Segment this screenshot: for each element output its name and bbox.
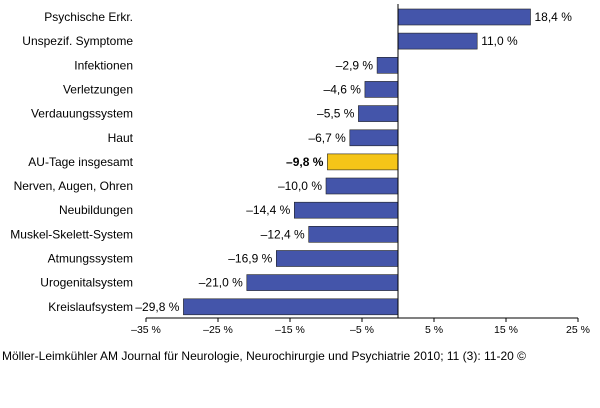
bar-unspezif-symptome bbox=[397, 32, 478, 50]
bar-infektionen bbox=[376, 56, 399, 74]
value-label-psychische-erkr: 18,4 % bbox=[535, 10, 573, 24]
category-label-neubildungen: Neubildungen bbox=[59, 203, 133, 217]
x-tick-label: 15 % bbox=[494, 324, 518, 336]
category-label-psychische-erkr: Psychische Erkr. bbox=[44, 10, 133, 24]
bar-atmungssystem bbox=[275, 250, 399, 267]
category-label-infektionen: Infektionen bbox=[74, 58, 133, 72]
category-label-urogenitalsystem: Urogenitalsystem bbox=[40, 276, 133, 290]
x-tick-label: 5 % bbox=[425, 324, 443, 336]
category-label-verdauungssystem: Verdauungssystem bbox=[31, 107, 133, 121]
value-label-haut: –6,7 % bbox=[308, 131, 346, 145]
value-label-verdauungssystem: –5,5 % bbox=[317, 107, 355, 121]
category-label-nerven-augen-ohren: Nerven, Augen, Ohren bbox=[14, 179, 133, 193]
labels-layer: Psychische Erkr. 18,4 % Unspezif. Symptome… bbox=[10, 10, 572, 314]
value-label-au-tage-insgesamt: –9,8 % bbox=[286, 155, 324, 169]
category-label-verletzungen: Verletzungen bbox=[63, 82, 133, 96]
category-label-au-tage-insgesamt: AU-Tage insgesamt bbox=[28, 155, 133, 169]
category-label-unspezif-symptome: Unspezif. Symptome bbox=[22, 34, 133, 48]
bar-nerven-augen-ohren bbox=[325, 177, 399, 195]
value-label-muskel-skelett-system: –12,4 % bbox=[261, 227, 305, 241]
category-label-kreislaufsystem: Kreislaufsystem bbox=[48, 300, 133, 314]
source-citation: Möller-Leimkühler AM Journal für Neurolo… bbox=[2, 349, 526, 363]
category-label-muskel-skelett-system: Muskel-Skelett-System bbox=[10, 227, 133, 241]
bar-verdauungssystem bbox=[358, 105, 399, 122]
category-label-atmungssystem: Atmungssystem bbox=[48, 252, 133, 266]
value-label-neubildungen: –14,4 % bbox=[246, 203, 290, 217]
x-axis: –35 % –25 % –15 % –5 % 5 % 15 % 25 % bbox=[131, 4, 590, 336]
value-label-nerven-augen-ohren: –10,0 % bbox=[278, 179, 322, 193]
x-tick-label: –5 % bbox=[350, 324, 374, 336]
bar-psychische-erkr bbox=[397, 8, 531, 26]
bar-au-tage-insgesamt bbox=[327, 153, 399, 171]
value-label-atmungssystem: –16,9 % bbox=[228, 252, 272, 266]
value-label-kreislaufsystem: –29,8 % bbox=[135, 300, 179, 314]
value-label-unspezif-symptome: 11,0 % bbox=[481, 34, 518, 48]
value-label-urogenitalsystem: –21,0 % bbox=[199, 276, 243, 290]
value-label-verletzungen: –4,6 % bbox=[324, 82, 362, 96]
x-tick-label: –25 % bbox=[203, 324, 233, 336]
bar-verletzungen bbox=[364, 81, 399, 98]
x-tick-label: –35 % bbox=[131, 324, 161, 336]
x-tick-label: 25 % bbox=[566, 324, 590, 336]
x-tick-label: –15 % bbox=[275, 324, 305, 336]
bar-muskel-skelett-system bbox=[308, 226, 399, 243]
value-label-infektionen: –2,9 % bbox=[336, 58, 374, 72]
bar-urogenitalsystem bbox=[246, 274, 399, 291]
bars-layer bbox=[183, 8, 531, 316]
bar-neubildungen bbox=[293, 201, 399, 219]
bar-haut bbox=[349, 129, 399, 147]
category-label-haut: Haut bbox=[108, 131, 134, 145]
bar-kreislaufsystem bbox=[183, 298, 399, 316]
